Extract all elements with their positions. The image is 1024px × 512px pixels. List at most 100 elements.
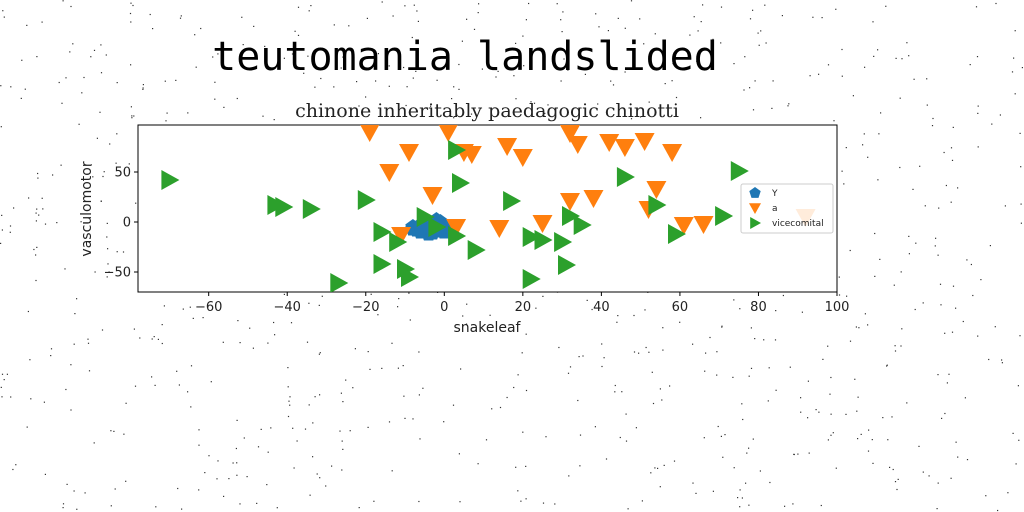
noise-dot [744,56,746,58]
noise-dot [499,406,502,409]
noise-dot [873,55,875,57]
noise-dot [341,469,343,471]
noise-dot [35,212,37,214]
noise-dot [1007,492,1009,494]
noise-dot [131,115,133,117]
noise-dot [654,33,656,35]
noise-dot [422,387,424,389]
noise-dot [103,171,105,173]
noise-dot [616,321,618,323]
noise-dot [217,53,219,55]
noise-dot [584,73,586,75]
noise-dot [135,202,137,204]
noise-dot [460,368,462,370]
noise-dot [849,340,852,342]
noise-dot [10,396,12,398]
noise-dot [939,283,942,285]
noise-dot [872,21,874,23]
noise-dot [807,380,809,382]
noise-dot [243,437,245,439]
noise-dot [149,13,151,16]
noise-dot [153,336,155,338]
noise-dot [102,175,104,178]
noise-dot [256,502,258,504]
legend: Ya vicecomital [740,183,834,234]
noise-dot [515,42,517,44]
noise-dot [187,391,189,393]
noise-dot [134,385,137,387]
noise-dot [630,0,633,2]
noise-dot [964,397,966,399]
noise-dot [868,429,870,431]
noise-dot [314,396,316,398]
noise-dot [283,293,285,295]
noise-dot [769,481,771,484]
noise-dot [991,123,993,125]
data-point-vicecomital [428,217,447,237]
noise-dot [722,456,724,458]
noise-dot [556,3,558,5]
noise-dot [951,159,954,161]
data-point-a [673,217,694,235]
noise-dot [950,201,952,203]
noise-dot [700,117,702,119]
noise-dot [1020,203,1022,205]
x-tick-label: −40 [274,300,301,315]
noise-dot [21,59,23,61]
noise-dot [15,464,17,466]
noise-dot [165,120,167,122]
noise-dot [771,107,773,109]
noise-dot [764,4,766,6]
noise-dot [525,333,527,335]
noise-dot [1020,222,1022,224]
noise-dot [525,389,528,392]
noise-dot [664,83,666,85]
noise-dot [339,430,341,432]
noise-dot [462,315,464,317]
noise-dot [182,308,184,310]
noise-dot [860,433,862,435]
noise-dot [815,409,817,411]
noise-dot [619,436,621,439]
noise-dot [774,339,777,341]
noise-dot [264,45,266,47]
noise-dot [312,422,314,424]
noise-dot [241,16,243,18]
noise-dot [952,285,955,287]
noise-dot [700,21,702,23]
noise-dot [36,208,38,210]
noise-dot [325,485,327,487]
noise-dot [695,492,697,494]
noise-dot [721,326,723,328]
noise-dot [864,313,866,315]
data-point-a [599,134,620,152]
noise-dot [874,275,876,277]
noise-dot [267,451,269,453]
noise-dot [601,365,603,368]
noise-dot [348,25,350,27]
noise-dot [128,163,130,165]
noise-dot [116,251,118,253]
noise-dot [938,207,940,209]
noise-dot [236,462,238,464]
data-point-a [560,125,580,143]
noise-dot [841,48,843,51]
y-axis-label: vasculomotor [79,161,95,256]
noise-dot [919,165,921,167]
noise-dot [525,465,527,467]
noise-dot [0,85,2,87]
noise-dot [485,439,488,441]
data-point-vicecomital [715,206,734,226]
noise-dot [639,116,642,118]
noise-dot [1013,57,1015,59]
noise-dot [568,475,570,477]
noise-dot [157,338,159,340]
noise-dot [886,364,888,366]
noise-dot [287,386,289,388]
noise-dot [957,187,959,189]
noise-dot [297,34,300,36]
noise-dot [333,24,335,26]
data-point-a [438,125,458,142]
noise-dot [692,482,694,484]
noise-dot [808,452,810,454]
